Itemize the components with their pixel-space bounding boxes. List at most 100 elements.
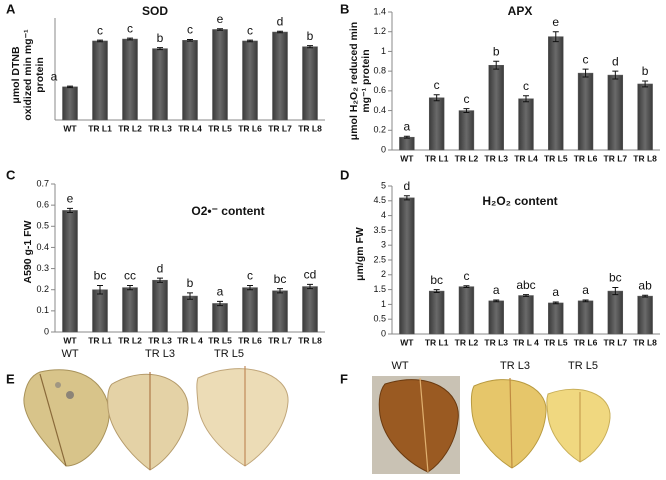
y-axis-label: μmol DTNB oxidized min mg⁻¹ protein	[10, 29, 46, 121]
y-tick-label: 0.2	[36, 284, 49, 294]
error-bar	[552, 31, 559, 43]
bar	[577, 300, 594, 335]
significance-letter: e	[67, 191, 74, 205]
panel-letter: B	[340, 1, 349, 16]
error-bar	[493, 60, 500, 70]
leaf-label: TR L5	[568, 360, 598, 372]
y-tick-label: 5	[381, 180, 386, 190]
significance-letter: c	[463, 269, 469, 283]
y-tick-label: 0.4	[36, 242, 49, 252]
x-tick-label: WT	[400, 337, 414, 347]
y-axis-label: A590 g-1 FW	[22, 220, 34, 284]
x-tick-label: TR L2	[118, 123, 142, 133]
error-bar	[463, 285, 470, 289]
group-label: TR L3	[145, 348, 175, 360]
y-tick-label: 3.5	[373, 225, 386, 235]
bar	[302, 286, 318, 333]
x-tick-label: TR L4	[178, 123, 202, 133]
panel-letter: E	[6, 371, 15, 386]
panel-letter: A	[6, 1, 16, 16]
error-bar	[307, 283, 313, 290]
error-bar	[493, 299, 500, 303]
y-tick-label: 1	[381, 46, 386, 56]
significance-letter: d	[277, 14, 284, 28]
error-bar	[67, 85, 73, 89]
x-tick-label: TR L7	[604, 153, 628, 163]
panel-letter: C	[6, 167, 16, 182]
bar	[637, 83, 653, 151]
error-bar	[157, 47, 163, 51]
significance-letter: bc	[94, 269, 107, 283]
x-tick-label: TR L1	[425, 337, 449, 347]
error-bar	[127, 37, 133, 41]
significance-letter: ab	[638, 278, 652, 292]
leaf-photo-e	[23, 366, 289, 471]
x-tick-label: TR L8	[298, 123, 322, 133]
y-tick-label: 0.5	[373, 314, 386, 324]
significance-letter: c	[247, 23, 253, 37]
x-tick-label: TR L2	[455, 337, 479, 347]
leaf-label: WT	[391, 360, 408, 372]
y-tick-label: 1.5	[373, 284, 386, 294]
error-bar	[403, 195, 410, 201]
error-bar	[642, 80, 649, 88]
error-bar	[612, 70, 619, 80]
significance-letter: e	[217, 12, 224, 26]
bar	[399, 136, 415, 151]
bar	[607, 290, 624, 335]
x-tick-label: TR L3	[148, 335, 172, 345]
x-tick-label: TR L5	[544, 337, 568, 347]
significance-letter: c	[463, 92, 469, 106]
x-tick-label: TR L7	[268, 123, 292, 133]
x-tick-label: TR L8	[298, 335, 322, 345]
x-tick-label: TR L6	[238, 123, 262, 133]
bar	[152, 279, 168, 333]
error-bar	[307, 45, 313, 49]
error-bar	[523, 95, 529, 103]
bar	[92, 289, 108, 333]
chart-title: O2•⁻ content	[191, 204, 264, 218]
y-tick-label: 3	[381, 240, 386, 250]
significance-letter: a	[552, 285, 559, 299]
x-tick-label: TR L6	[574, 337, 598, 347]
x-tick-label: TR L2	[118, 335, 142, 345]
x-tick-label: TR L1	[88, 335, 112, 345]
bar	[272, 31, 288, 121]
significance-letter: e	[552, 15, 559, 29]
significance-letter: d	[612, 54, 619, 68]
chart-title: SOD	[142, 4, 168, 18]
error-bar	[127, 284, 133, 291]
error-bar	[463, 108, 470, 114]
error-bar	[277, 30, 283, 34]
error-bar	[97, 39, 103, 43]
bar	[428, 290, 445, 335]
error-bar	[642, 294, 649, 298]
y-tick-label: 4	[381, 210, 386, 220]
error-bar	[67, 207, 73, 214]
error-bar	[157, 277, 163, 283]
y-tick-label: 1	[381, 299, 386, 309]
x-tick-label: WT	[400, 153, 414, 163]
y-tick-label: 0	[381, 144, 386, 154]
panel-letter: D	[340, 167, 349, 182]
x-tick-label: TR L1	[425, 153, 449, 163]
bar	[577, 72, 594, 151]
significance-letter: c	[523, 79, 529, 93]
significance-letter: bc	[609, 271, 622, 285]
x-tick-label: TR L 4	[177, 335, 203, 345]
error-bar	[612, 287, 619, 296]
significance-letter: cd	[304, 268, 317, 282]
significance-letter: b	[493, 44, 500, 58]
x-tick-label: TR L 4	[513, 337, 539, 347]
bar	[212, 303, 228, 333]
bar	[122, 38, 138, 121]
y-tick-label: 0.1	[36, 305, 49, 315]
chart-title: H₂O₂ content	[482, 194, 557, 208]
bar	[62, 86, 78, 121]
x-tick-label: TR L7	[268, 335, 292, 345]
significance-letter: c	[187, 23, 193, 37]
error-bar	[523, 294, 529, 297]
y-tick-label: 0.4	[373, 105, 386, 115]
bar	[428, 97, 445, 151]
